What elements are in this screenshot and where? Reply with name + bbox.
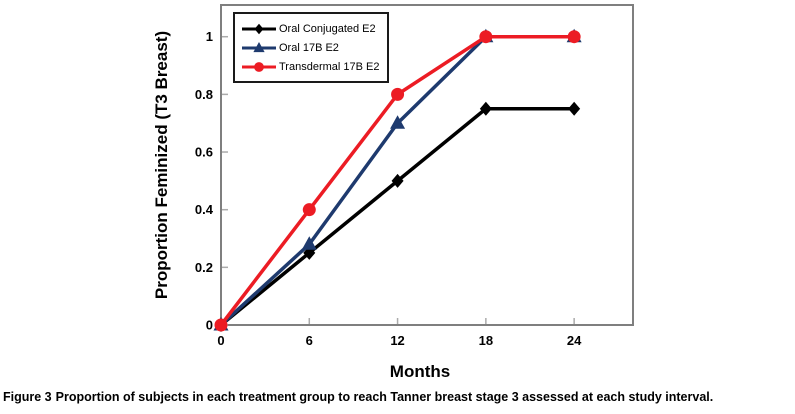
marker-circle [479, 30, 493, 44]
x-axis-title: Months [390, 362, 450, 381]
legend-entry: Transdermal 17B E2 [241, 57, 379, 76]
figure-caption-text: Proportion of subjects in each treatment… [55, 390, 714, 404]
marker-triangle [301, 236, 317, 250]
marker-circle [302, 203, 316, 217]
legend-key-circle [242, 61, 276, 72]
marker-diamond [391, 173, 404, 188]
marker-diamond [568, 101, 581, 116]
marker-triangle [390, 115, 406, 129]
x-tick-label: 12 [390, 333, 404, 348]
marker-circle [567, 30, 581, 44]
marker-diamond [254, 23, 264, 34]
y-axis-title: Proportion Feminized (T3 Breast) [152, 31, 171, 299]
marker-diamond [479, 101, 492, 116]
figure-caption: Figure 3 Proportion of subjects in each t… [3, 390, 793, 404]
legend-key-diamond [242, 23, 276, 34]
marker-circle [254, 61, 264, 72]
y-tick-label: 0.8 [195, 87, 213, 102]
marker-circle [391, 87, 405, 101]
legend-entry: Oral Conjugated E2 [241, 19, 379, 38]
figure-caption-label: Figure 3 [3, 390, 52, 404]
x-tick-label: 0 [217, 333, 224, 348]
y-tick-label: 0 [206, 318, 213, 333]
legend-label: Oral Conjugated E2 [279, 22, 376, 35]
x-tick-label: 6 [306, 333, 313, 348]
y-tick-label: 1 [206, 29, 213, 44]
marker-circle [214, 318, 228, 332]
y-tick-label: 0.4 [195, 202, 214, 217]
x-tick-label: 18 [479, 333, 493, 348]
y-tick-label: 0.6 [195, 145, 213, 160]
chart-svg: 0 0.2 0.4 0.6 0.8 1 0 6 12 18 24 Proportion Feminiz… [152, 4, 634, 381]
y-tick-label: 0.2 [195, 260, 213, 275]
marker-triangle [253, 41, 265, 52]
legend: Oral Conjugated E2 Oral 17B E2 Transdermal… [233, 12, 390, 83]
legend-key-triangle [242, 41, 276, 52]
x-tick-label: 24 [567, 333, 582, 348]
legend-label: Transdermal 17B E2 [279, 60, 380, 73]
legend-entry: Oral 17B E2 [241, 38, 379, 57]
legend-label: Oral 17B E2 [279, 41, 339, 54]
